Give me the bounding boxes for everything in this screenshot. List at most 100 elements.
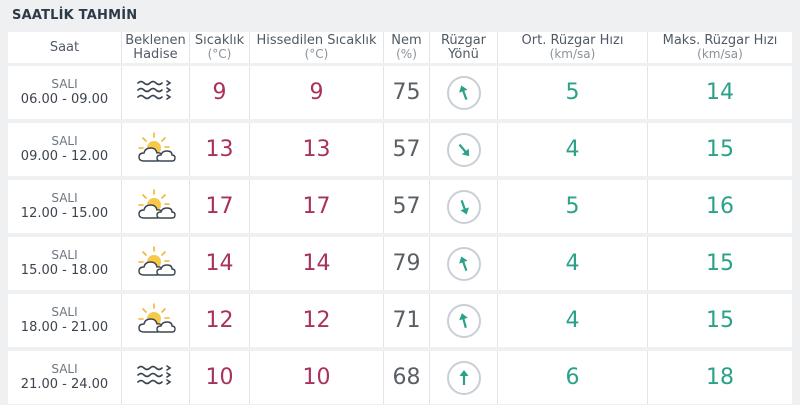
wind-direction-dial: [446, 189, 481, 224]
temp-value: 13: [205, 137, 234, 162]
header-feels-unit: (°C): [304, 47, 329, 61]
humidity-value: 75: [392, 80, 421, 105]
wind-direction-dial: [446, 75, 481, 110]
cell-humidity: 57: [384, 123, 430, 176]
header-maxwind: Maks. Rüzgar Hızı (km/sa): [648, 32, 792, 63]
table-row: SALI 21.00 - 24.00 10 10 68 6 18: [8, 351, 792, 404]
cell-winddir: [430, 123, 498, 176]
header-humidity-unit: (%): [396, 47, 417, 61]
table-row: SALI 18.00 - 21.00 12 12 71 4 15: [8, 294, 792, 347]
cell-avgwind: 5: [498, 66, 648, 119]
max-wind-value: 15: [706, 137, 734, 162]
table-row: SALI 09.00 - 12.00 13 13 57 4 15: [8, 123, 792, 176]
cell-temp: 14: [190, 237, 250, 290]
cell-avgwind: 4: [498, 294, 648, 347]
wind-direction-dial: [446, 303, 481, 338]
humidity-value: 68: [392, 365, 421, 390]
temp-value: 9: [212, 80, 227, 105]
cell-feels: 12: [250, 294, 384, 347]
time-range: 21.00 - 24.00: [20, 377, 109, 392]
day-label: SALI: [51, 77, 78, 91]
cell-winddir: [430, 294, 498, 347]
header-avgwind-label: Ort. Rüzgar Hızı: [521, 33, 624, 48]
header-maxwind-label: Maks. Rüzgar Hızı: [662, 33, 778, 48]
cell-avgwind: 5: [498, 180, 648, 233]
header-winddir-label2: Yönü: [448, 46, 479, 62]
partly-cloudy-icon: [134, 188, 178, 226]
day-label: SALI: [51, 362, 78, 376]
cell-temp: 12: [190, 294, 250, 347]
time-range: 09.00 - 12.00: [20, 149, 109, 164]
max-wind-value: 15: [706, 251, 734, 276]
cell-maxwind: 18: [648, 351, 792, 404]
cell-time: SALI 12.00 - 15.00: [8, 180, 122, 233]
temp-value: 10: [205, 365, 234, 390]
panel-title: SAATLİK TAHMİN: [12, 8, 138, 23]
time-range: 15.00 - 18.00: [20, 263, 109, 278]
wind-direction-dial: [446, 246, 481, 281]
humidity-value: 71: [392, 308, 421, 333]
table-body: SALI 06.00 - 09.00 9 9 75 5 14 SALI 09.00 - 12.0…: [8, 66, 792, 404]
cell-winddir: [430, 237, 498, 290]
cell-event: [122, 123, 190, 176]
humidity-value: 57: [392, 137, 421, 162]
header-maxwind-unit: (km/sa): [697, 47, 743, 61]
cell-time: SALI 15.00 - 18.00: [8, 237, 122, 290]
cell-event: [122, 237, 190, 290]
cell-maxwind: 15: [648, 123, 792, 176]
cell-avgwind: 4: [498, 123, 648, 176]
wind-arrow-icon: [458, 84, 468, 100]
cell-temp: 10: [190, 351, 250, 404]
temp-value: 14: [205, 251, 234, 276]
cell-winddir: [430, 351, 498, 404]
table-row: SALI 15.00 - 18.00 14 14 79 4 15: [8, 237, 792, 290]
cell-temp: 9: [190, 66, 250, 119]
wind-arrow-icon: [458, 255, 468, 271]
cell-avgwind: 4: [498, 237, 648, 290]
wind-arrow-icon: [459, 369, 468, 385]
header-temp-unit: (°C): [207, 47, 232, 61]
humidity-value: 57: [392, 194, 421, 219]
time-range: 06.00 - 09.00: [20, 92, 109, 107]
header-event: Beklenen Hadise: [122, 32, 190, 63]
day-label: SALI: [51, 305, 78, 319]
cell-winddir: [430, 180, 498, 233]
header-event-label: Beklenen: [125, 32, 186, 48]
feels-value: 12: [302, 308, 331, 333]
temp-value: 17: [205, 194, 234, 219]
header-avgwind-unit: (km/sa): [549, 47, 596, 61]
feels-value: 13: [302, 137, 331, 162]
cell-event: [122, 66, 190, 119]
time-range: 12.00 - 15.00: [20, 206, 109, 221]
cell-maxwind: 15: [648, 294, 792, 347]
table-row: SALI 12.00 - 15.00 17 17 57 5 16: [8, 180, 792, 233]
day-label: SALI: [51, 191, 78, 205]
cell-feels: 14: [250, 237, 384, 290]
feels-value: 9: [309, 80, 324, 105]
cell-maxwind: 14: [648, 66, 792, 119]
fog-icon: [134, 74, 178, 112]
cell-time: SALI 18.00 - 21.00: [8, 294, 122, 347]
header-time-label: Saat: [49, 39, 80, 55]
header-winddir-label: Rüzgar: [440, 32, 487, 48]
table-row: SALI 06.00 - 09.00 9 9 75 5 14: [8, 66, 792, 119]
cell-time: SALI 06.00 - 09.00: [8, 66, 122, 119]
wind-direction-dial: [446, 132, 481, 167]
wind-arrow-icon: [459, 199, 469, 215]
max-wind-value: 15: [706, 308, 734, 333]
cell-event: [122, 180, 190, 233]
wind-arrow-icon: [458, 143, 469, 156]
cell-feels: 10: [250, 351, 384, 404]
header-time: Saat: [8, 32, 122, 63]
max-wind-value: 16: [706, 194, 734, 219]
max-wind-value: 18: [706, 365, 734, 390]
cell-humidity: 71: [384, 294, 430, 347]
feels-value: 10: [302, 365, 331, 390]
humidity-value: 79: [392, 251, 421, 276]
partly-cloudy-icon: [134, 131, 178, 169]
avg-wind-value: 4: [565, 308, 580, 333]
cell-humidity: 68: [384, 351, 430, 404]
cell-temp: 17: [190, 180, 250, 233]
avg-wind-value: 5: [565, 80, 580, 105]
time-range: 18.00 - 21.00: [20, 320, 109, 335]
